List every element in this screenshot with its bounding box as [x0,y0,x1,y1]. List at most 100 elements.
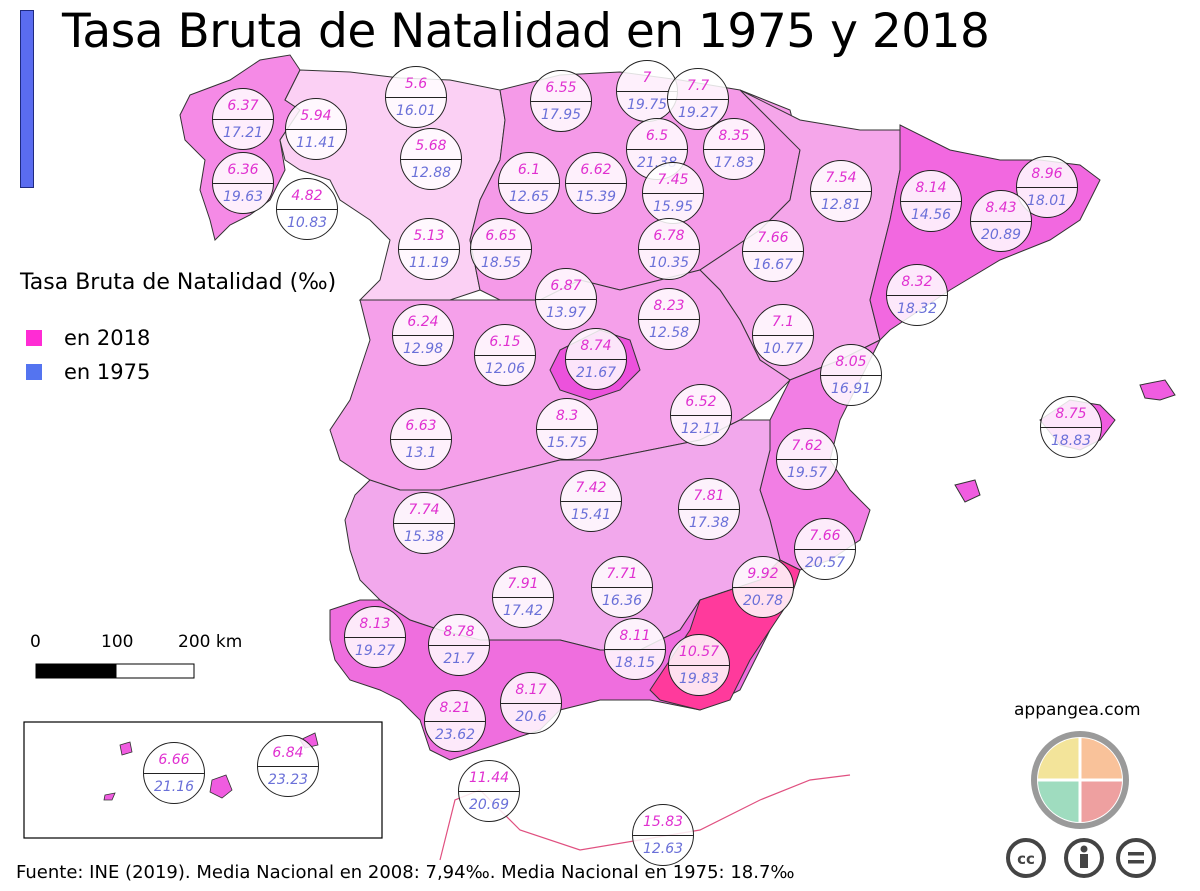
value-2018: 8.75 [1055,406,1087,422]
value-1975: 17.21 [222,125,264,141]
bubble-divider [811,191,871,192]
province-bubble: 5.68 12.88 [400,128,462,190]
province-bubble: 8.23 12.58 [638,288,700,350]
value-1975: 10.77 [762,341,804,357]
legend-title: Tasa Bruta de Natalidad (‰) [20,270,337,295]
bubble-divider [627,149,687,150]
value-2018: 7.66 [757,230,789,246]
province-bubble: 6.65 18.55 [470,218,532,280]
value-1975: 11.19 [408,255,450,271]
value-1975: 15.41 [570,507,612,523]
bubble-divider [605,649,665,650]
province-bubble: 8.05 16.91 [820,344,882,406]
bubble-divider [475,355,535,356]
value-1975: 19.63 [222,189,264,205]
value-1975: 16.01 [395,103,437,119]
bubble-divider [821,375,881,376]
bubble-divider [639,319,699,320]
value-1975: 18.83 [1050,433,1092,449]
value-1975: 15.38 [403,529,445,545]
bubble-divider [429,645,489,646]
province-bubble: 7.91 17.42 [492,566,554,628]
value-1975: 12.58 [648,325,690,341]
province-bubble: 7.45 15.95 [642,162,704,224]
legend-label-2018: en 2018 [64,326,151,350]
scale-label-0: 0 [30,632,41,652]
legend-label-1975: en 1975 [64,360,151,384]
value-1975: 23.62 [434,727,476,743]
value-2018: 7.45 [657,172,689,188]
value-1975: 18.01 [1026,193,1068,209]
value-2018: 6.1 [517,162,541,178]
value-2018: 5.6 [404,76,428,92]
appangea-puzzle-logo [1031,731,1129,829]
value-1975: 18.55 [480,255,522,271]
value-2018: 6.84 [272,745,304,761]
value-1975: 20.69 [468,797,510,813]
value-2018: 8.14 [915,180,947,196]
bubble-divider [345,637,405,638]
value-2018: 6.62 [580,162,612,178]
value-2018: 7.66 [809,528,841,544]
value-1975: 12.11 [680,421,722,437]
legend-item-2018: en 2018 [26,326,150,350]
region-balearic-menorca [1139,379,1176,401]
value-2018: 7.7 [686,78,710,94]
province-bubble: 8.35 17.83 [703,118,765,180]
scale-label-200: 200 km [178,632,243,652]
value-1975: 12.88 [410,165,452,181]
value-1975: 20.57 [804,555,846,571]
value-2018: 8.13 [359,616,391,632]
value-1975: 14.56 [910,207,952,223]
bubble-divider [633,835,693,836]
province-bubble: 15.83 12.63 [632,804,694,866]
title-accent-bar [20,10,34,188]
province-bubble: 6.84 23.23 [257,735,319,797]
svg-text:cc: cc [1017,850,1035,868]
source-note: Fuente: INE (2019). Media Nacional en 20… [16,862,795,883]
province-bubble: 8.75 18.83 [1040,396,1102,458]
province-bubble: 6.55 17.95 [530,70,592,132]
value-1975: 12.98 [402,341,444,357]
province-bubble: 8.17 20.6 [500,672,562,734]
bubble-divider [753,335,813,336]
value-1975: 10.35 [648,255,690,271]
province-bubble: 8.21 23.62 [424,690,486,752]
value-2018: 6.24 [407,314,439,330]
value-1975: 17.38 [688,515,730,531]
value-2018: 6.5 [645,128,669,144]
province-bubble: 5.13 11.19 [398,218,460,280]
value-2018: 8.21 [439,700,471,716]
value-1975: 21.67 [575,365,617,381]
province-bubble: 6.24 12.98 [392,304,454,366]
value-2018: 7.54 [825,170,857,186]
province-bubble: 6.15 12.06 [474,324,536,386]
value-2018: 6.78 [653,228,685,244]
scale-label-100: 100 [101,632,134,652]
province-bubble: 8.3 15.75 [536,398,598,460]
value-2018: 15.83 [642,814,684,830]
province-bubble: 7.42 15.41 [560,470,622,532]
credit-site: appangea.com [1014,700,1141,720]
bubble-divider [401,159,461,160]
value-2018: 10.57 [678,644,720,660]
bubble-divider [391,439,451,440]
value-1975: 12.63 [642,841,684,857]
canary-island-1 [119,741,133,756]
province-bubble: 7.71 16.36 [591,556,653,618]
scale-bar-white [115,663,195,679]
bubble-divider [531,101,591,102]
province-bubble: 7.66 20.57 [794,518,856,580]
value-1975: 20.6 [515,709,547,725]
value-2018: 8.05 [835,354,867,370]
canary-islands-inset [23,721,383,839]
province-bubble: 7.66 16.67 [742,220,804,282]
province-bubble: 7.62 19.57 [776,428,838,490]
bubble-divider [499,183,559,184]
value-2018: 6.52 [685,394,717,410]
value-1975: 16.67 [752,257,794,273]
value-2018: 7.71 [606,566,638,582]
value-1975: 18.15 [614,655,656,671]
value-1975: 12.65 [508,189,550,205]
value-2018: 6.87 [550,278,582,294]
